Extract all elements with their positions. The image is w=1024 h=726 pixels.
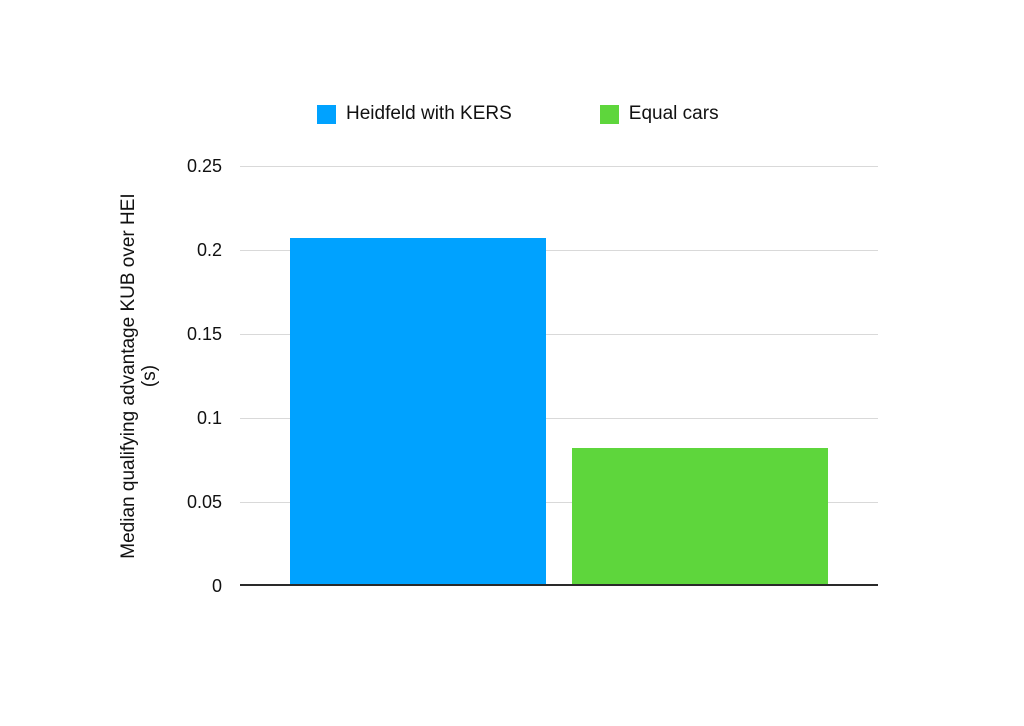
y-tick-label: 0 [211,576,222,596]
legend-label: Heidfeld with KERS [346,103,512,124]
y-axis-tick-labels: 0 0.05 0.1 0.15 0.2 0.25 [100,0,222,726]
y-tick-label: 0.2 [196,240,222,260]
gridline [240,418,878,419]
gridline [240,166,878,167]
y-tick-label: 0.15 [186,324,222,344]
legend-item: Equal cars [599,103,719,125]
bar-equal-cars [572,448,828,586]
legend-swatch-icon [599,104,619,124]
plot-area [240,166,878,586]
gridline [240,250,878,251]
y-tick-label: 0.1 [196,408,222,428]
gridline [240,502,878,503]
x-axis-line [240,584,878,586]
legend-item: Heidfeld with KERS [317,103,512,125]
legend-swatch-icon [317,104,336,124]
y-tick-label: 0.25 [186,156,222,176]
y-tick-label: 0.05 [186,492,222,512]
chart-legend: Heidfeld with KERS Equal cars [317,103,719,125]
bar-heidfeld-with-kers [290,238,546,586]
gridline [240,334,878,335]
bars-group [240,166,878,586]
legend-label: Equal cars [628,103,719,124]
